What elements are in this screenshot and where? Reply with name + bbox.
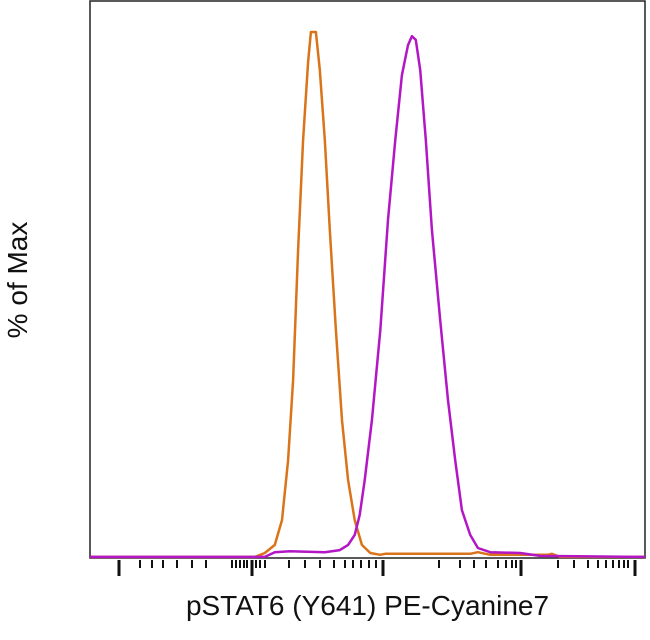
series-line-2 [90,34,646,559]
plot-frame [89,0,646,559]
series-line-1 [90,30,645,559]
x-axis-ticks [117,560,637,576]
x-axis-label: pSTAT6 (Y641) PE-Cyanine7 [185,590,550,621]
y-axis-label: % of Max [2,221,33,339]
series-group [90,30,646,559]
